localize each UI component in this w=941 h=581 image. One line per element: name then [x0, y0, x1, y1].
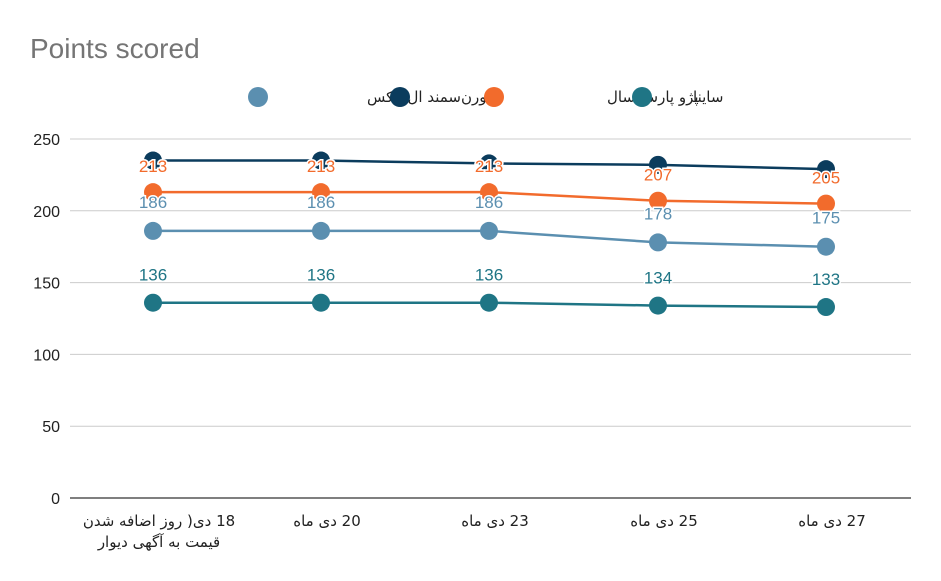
- series-group: [144, 151, 835, 317]
- point-series-0: [480, 221, 498, 240]
- point-series-0: [312, 221, 330, 240]
- y-tick-label: 200: [33, 204, 60, 221]
- y-axis: 0 50 100 150 200 250: [33, 132, 60, 508]
- data-label: 213: [139, 157, 167, 176]
- y-tick-label: 0: [51, 491, 60, 508]
- point-series-0: [649, 233, 667, 252]
- point-series-3: [817, 298, 835, 317]
- data-label: 136: [139, 266, 167, 285]
- point-series-0: [817, 237, 835, 256]
- y-tick-label: 150: [33, 276, 60, 293]
- data-labels: 186 186 186 178 175 213 213 213 207 205 136 136 136 1…: [137, 156, 841, 291]
- legend-marker-series-3: [632, 87, 652, 107]
- data-label: 133: [812, 270, 840, 289]
- x-tick-label: 23 دی ماه: [461, 512, 529, 530]
- point-series-1: [817, 160, 835, 179]
- data-label: 213: [475, 157, 503, 176]
- data-label: 136: [307, 266, 335, 285]
- x-tick-label: 25 دی ماه: [630, 512, 698, 530]
- point-series-0: [144, 221, 162, 240]
- data-label: 213: [307, 157, 335, 176]
- point-series-2: [817, 194, 835, 213]
- legend-label-series-3: ساینا: [693, 88, 723, 106]
- x-axis: 18 دی( روز اضافه شدن قیمت به آگهی دیوار 20…: [83, 512, 866, 551]
- point-series-3: [649, 296, 667, 315]
- data-label: 186: [475, 193, 503, 212]
- x-tick-label: 27 دی ماه: [798, 512, 866, 530]
- gridlines: [70, 138, 911, 499]
- x-tick-label: 20 دی ماه: [293, 512, 361, 530]
- point-series-2: [480, 183, 498, 202]
- point-series-2: [649, 191, 667, 210]
- chart-title: Points scored: [30, 33, 200, 64]
- x-tick-label: 18 دی( روز اضافه شدن قیمت به آگهی دیوار: [83, 512, 235, 551]
- data-label: 134: [644, 269, 672, 288]
- y-tick-label: 50: [42, 419, 60, 436]
- data-label: 136: [475, 266, 503, 285]
- y-tick-label: 100: [33, 347, 60, 364]
- point-series-1: [649, 155, 667, 174]
- point-series-1: [312, 151, 330, 170]
- point-series-1: [480, 154, 498, 173]
- legend-label-series-2: پژو پارس سال: [607, 88, 699, 107]
- legend-marker-series-1: [390, 87, 410, 107]
- data-label: 205: [812, 169, 840, 188]
- point-series-2: [144, 183, 162, 202]
- point-series-2: [312, 183, 330, 202]
- data-label: 186: [139, 193, 167, 212]
- legend-label-series-0: سمند ال ایکس: [367, 88, 461, 106]
- point-series-3: [144, 293, 162, 312]
- legend-marker-series-0: [248, 87, 268, 107]
- point-series-3: [480, 293, 498, 312]
- point-series-1: [144, 151, 162, 170]
- y-tick-label: 250: [33, 132, 60, 149]
- data-label: 186: [307, 193, 335, 212]
- legend-marker-series-2: [484, 87, 504, 107]
- data-label: 175: [812, 209, 840, 228]
- data-label: 207: [644, 166, 672, 185]
- data-label: 178: [644, 204, 672, 223]
- point-series-3: [312, 293, 330, 312]
